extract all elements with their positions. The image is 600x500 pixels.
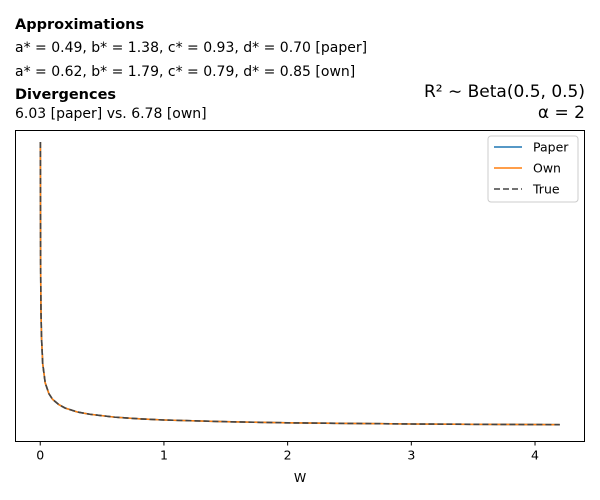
x-tick-label: 1 [160, 448, 168, 463]
approximations-heading: Approximations [15, 17, 145, 33]
x-axis-label: W [294, 470, 306, 485]
x-tick-label: 4 [531, 448, 539, 463]
legend-label-true: True [532, 182, 560, 197]
series-line-true [39, 141, 560, 426]
divergences-heading: Divergences [15, 87, 117, 103]
x-tick-label: 0 [36, 448, 44, 463]
approximation-own-line: a* = 0.62, b* = 1.79, c* = 0.79, d* = 0.… [15, 64, 356, 80]
chart-legend: Paper Own True [487, 135, 579, 203]
approximation-paper-line: a* = 0.49, b* = 1.38, c* = 0.93, d* = 0.… [15, 40, 368, 56]
series-line-own [39, 141, 560, 426]
plot-area-frame [15, 130, 585, 442]
series-line-paper [39, 141, 560, 426]
legend-box [487, 135, 579, 203]
legend-label-own: Own [533, 161, 561, 176]
x-tick-label: 3 [407, 448, 415, 463]
divergences-values: 6.03 [paper] vs. 6.78 [own] [15, 106, 207, 122]
prior-annotation: R² ∼ Beta(0.5, 0.5) [423, 82, 585, 102]
x-tick-label: 2 [284, 448, 292, 463]
alpha-annotation: α = 2 [537, 103, 585, 123]
legend-label-paper: Paper [533, 140, 569, 155]
